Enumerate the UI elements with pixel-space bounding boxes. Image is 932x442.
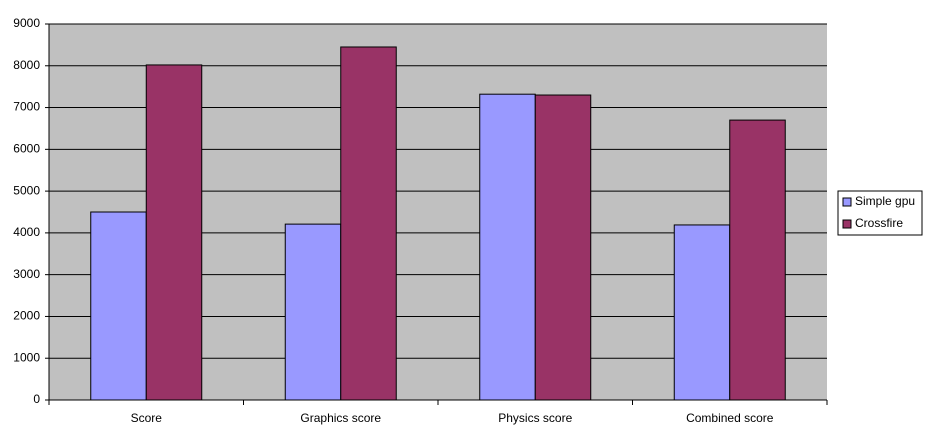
x-tick-label: Physics score — [498, 411, 572, 425]
bar — [479, 93, 536, 401]
y-tick-label: 2000 — [13, 309, 40, 323]
bar — [90, 211, 147, 401]
bar — [673, 224, 731, 401]
legend-swatch — [842, 197, 852, 207]
legend-box — [837, 190, 923, 236]
bar — [284, 223, 342, 401]
y-tick-label: 3000 — [13, 267, 40, 281]
legend-label: Crossfire — [855, 216, 903, 230]
y-tick-label: 0 — [33, 392, 40, 406]
y-tick-label: 5000 — [13, 183, 40, 197]
x-tick-label: Combined score — [686, 411, 774, 425]
bar — [145, 64, 203, 401]
y-tick-label: 6000 — [13, 142, 40, 156]
bar — [534, 94, 592, 401]
legend-label: Simple gpu — [855, 194, 915, 208]
y-tick-label: 1000 — [13, 350, 40, 364]
y-tick-label: 4000 — [13, 225, 40, 239]
y-tick-label: 7000 — [13, 100, 40, 114]
x-tick-label: Score — [131, 411, 163, 425]
y-tick-label: 8000 — [13, 58, 40, 72]
bar — [729, 119, 786, 401]
x-tick-label: Graphics score — [300, 411, 381, 425]
bar — [340, 46, 397, 401]
y-tick-label: 9000 — [13, 16, 40, 30]
legend-swatch — [842, 219, 852, 229]
